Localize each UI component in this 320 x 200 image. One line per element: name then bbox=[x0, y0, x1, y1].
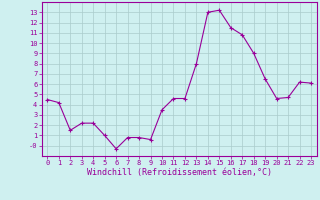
X-axis label: Windchill (Refroidissement éolien,°C): Windchill (Refroidissement éolien,°C) bbox=[87, 168, 272, 177]
